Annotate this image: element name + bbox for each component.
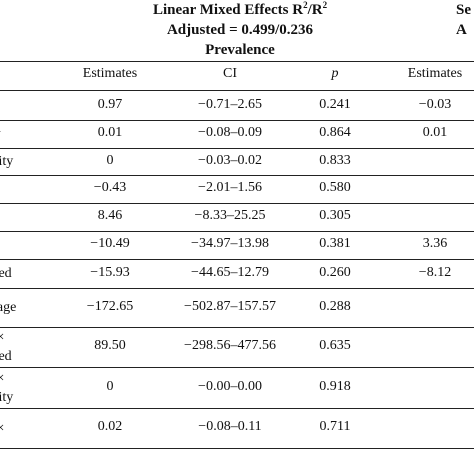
row-label: y × — [0, 420, 5, 436]
row-divider — [0, 327, 474, 328]
cell-estimate: 89.50 — [94, 338, 126, 353]
cell-ci: −0.08–0.11 — [198, 419, 262, 434]
row-label: shed — [0, 266, 12, 281]
cell-p-value: 0.241 — [319, 97, 351, 112]
cell-estimate: 0.97 — [97, 97, 123, 112]
cell-estimate-2: −0.03 — [418, 97, 452, 112]
row-divider — [0, 367, 474, 368]
cell-ci: −2.01–1.56 — [198, 180, 262, 195]
cell-estimate-2: 3.36 — [422, 236, 448, 251]
cell-estimate: 0 — [106, 378, 114, 394]
row-label: y ×shed — [0, 330, 12, 364]
cell-ci: −44.65–12.79 — [191, 264, 269, 280]
row-label: erage — [0, 300, 17, 315]
cell-p-value: 0.260 — [319, 264, 351, 280]
title-line-3: Prevalence — [205, 42, 275, 58]
cell-p-value: 0.833 — [319, 152, 351, 168]
title-superscript-2: 2 — [322, 0, 328, 10]
cell-estimate: −10.49 — [90, 236, 130, 251]
cell-ci: −0.71–2.65 — [198, 97, 262, 112]
cell-estimate-2: −8.12 — [418, 264, 452, 280]
cell-estimate: −0.43 — [93, 180, 127, 195]
cell-estimate: 0 — [106, 152, 114, 168]
title-line-1: Linear Mixed Effects R2/R2 — [100, 0, 380, 20]
column-header-estimates-2: Estimates — [407, 66, 463, 81]
cell-p-value: 0.580 — [319, 180, 351, 195]
cell-ci: −0.08–0.09 — [198, 125, 262, 140]
row-label: nsity — [0, 154, 14, 169]
row-divider — [0, 175, 474, 176]
cell-p-value: 0.305 — [319, 208, 351, 223]
row-divider — [0, 148, 474, 149]
cell-estimate: 8.46 — [97, 208, 123, 223]
row-divider — [0, 288, 474, 289]
cell-estimate: 0.02 — [97, 419, 123, 434]
column-header-p: p — [331, 66, 339, 81]
cell-estimate: −15.93 — [90, 264, 130, 280]
cell-ci: −0.03–0.02 — [198, 152, 262, 168]
cell-p-value: 0.864 — [319, 125, 351, 140]
title-text-a: Linear Mixed Effects R — [152, 2, 304, 18]
row-label: ity — [0, 125, 1, 144]
cell-ci: −298.56–477.56 — [184, 338, 276, 353]
second-title-line-2: A — [456, 22, 467, 38]
cell-estimate-2: 0.01 — [422, 125, 448, 140]
cell-ci: −34.97–13.98 — [191, 236, 269, 251]
row-divider — [0, 231, 474, 232]
title-line-2: Adjusted = 0.499/0.236 — [166, 22, 314, 38]
cell-p-value: 0.635 — [319, 338, 351, 353]
title-superscript-1: 2 — [303, 0, 308, 10]
row-divider — [0, 259, 474, 260]
cell-p-value: 0.918 — [319, 378, 351, 394]
column-header-estimates: Estimates — [82, 66, 138, 81]
cell-p-value: 0.288 — [319, 298, 351, 314]
header-rule — [0, 90, 474, 91]
row-divider — [0, 120, 474, 121]
row-label: y ×nsity — [0, 370, 14, 405]
cell-estimate: −172.65 — [86, 298, 134, 314]
cell-ci: −502.87–157.57 — [184, 298, 276, 314]
cell-p-value: 0.711 — [319, 419, 351, 434]
title-text-b: /R — [307, 2, 323, 18]
cell-estimate: 0.01 — [97, 125, 123, 140]
second-title-line-1: Se — [456, 2, 471, 18]
row-divider — [0, 448, 474, 449]
table-title: Linear Mixed Effects R2/R2 Adjusted = 0.… — [100, 0, 380, 60]
column-header-ci: CI — [223, 66, 237, 81]
row-divider — [0, 408, 474, 409]
second-table-title: Se A — [456, 0, 474, 40]
top-rule — [0, 61, 474, 62]
cell-p-value: 0.381 — [319, 236, 351, 251]
cell-ci: −0.00–0.00 — [198, 378, 262, 394]
row-divider — [0, 203, 474, 204]
cell-ci: −8.33–25.25 — [194, 208, 266, 223]
